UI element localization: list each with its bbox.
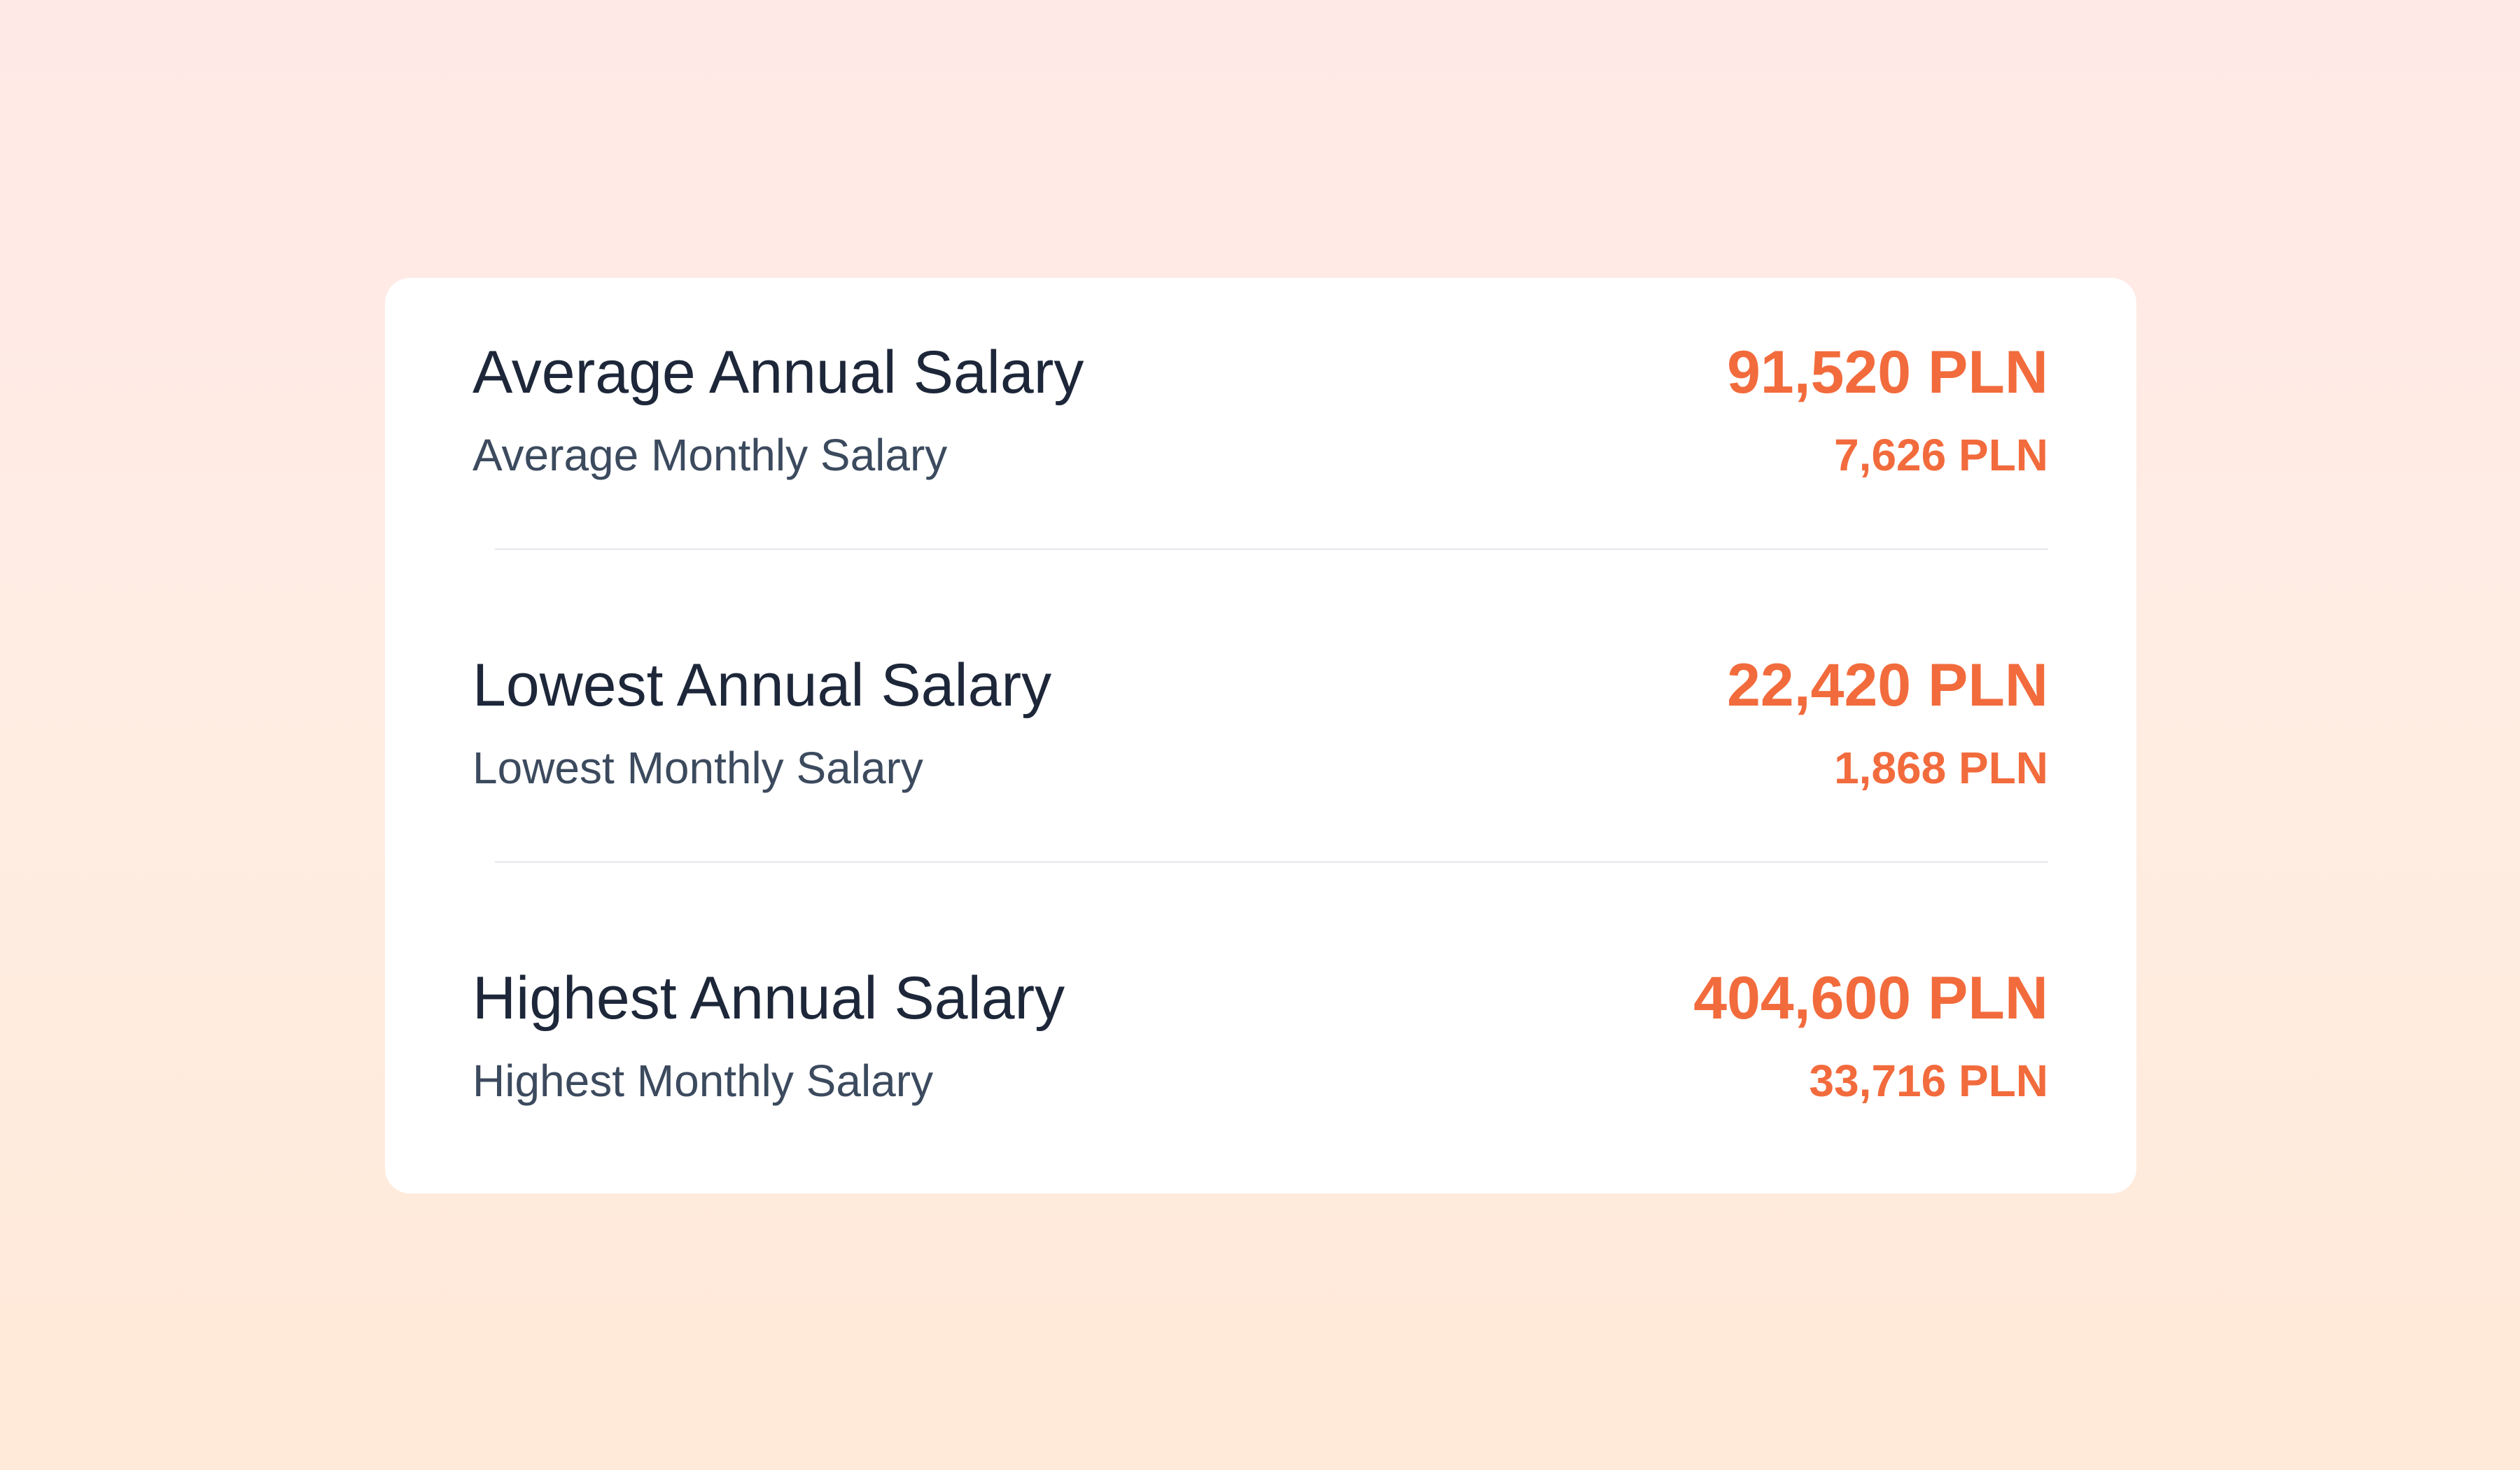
highest-monthly-salary-value: 33,716 PLN — [1809, 1056, 2048, 1106]
average-annual-salary-value: 91,520 PLN — [1727, 339, 2048, 406]
row-divider — [495, 548, 2048, 550]
average-annual-salary-label: Average Annual Salary — [472, 339, 1084, 406]
lowest-annual-salary-value: 22,420 PLN — [1727, 652, 2048, 719]
lowest-monthly-salary-label: Lowest Monthly Salary — [472, 743, 923, 793]
highest-annual-salary-value: 404,600 PLN — [1693, 965, 2048, 1032]
salary-summary-card: Average Annual Salary 91,520 PLN Average… — [385, 278, 2136, 1194]
lowest-monthly-salary-value: 1,868 PLN — [1834, 743, 2048, 793]
average-salary-row: Average Annual Salary 91,520 PLN Average… — [472, 334, 2048, 488]
highest-monthly-salary-label: Highest Monthly Salary — [472, 1056, 934, 1106]
average-monthly-salary-label: Average Monthly Salary — [472, 430, 948, 480]
average-monthly-salary-value: 7,626 PLN — [1834, 430, 2048, 480]
highest-annual-salary-label: Highest Annual Salary — [472, 965, 1065, 1032]
row-divider — [495, 861, 2048, 863]
highest-salary-row: Highest Annual Salary 404,600 PLN Highes… — [472, 960, 2048, 1114]
lowest-annual-salary-label: Lowest Annual Salary — [472, 652, 1052, 719]
lowest-salary-row: Lowest Annual Salary 22,420 PLN Lowest M… — [472, 647, 2048, 801]
